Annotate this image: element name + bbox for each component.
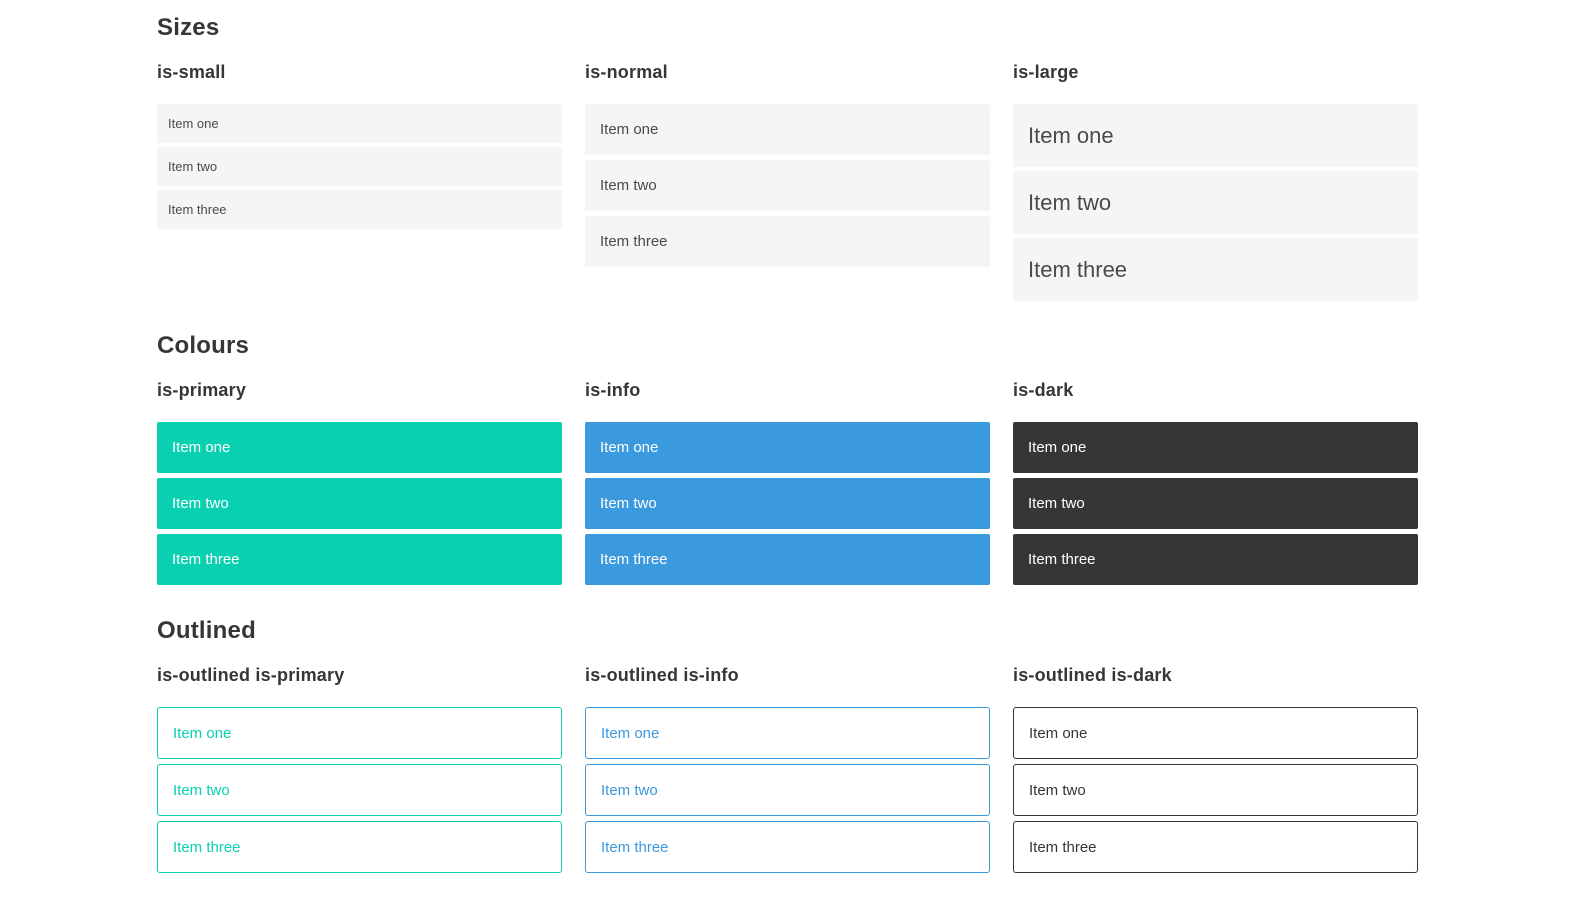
- list-item[interactable]: Item three: [585, 534, 990, 585]
- list-item[interactable]: Item three: [1013, 238, 1418, 301]
- list-item[interactable]: Item one: [585, 422, 990, 473]
- list-outlined-primary: Item one Item two Item three: [157, 707, 562, 873]
- list-item[interactable]: Item one: [585, 707, 990, 759]
- section-sizes: Sizes is-small Item one Item two Item th…: [157, 13, 1595, 305]
- variant-outlined-dark: is-outlined is-dark Item one Item two It…: [1013, 665, 1418, 878]
- variant-outlined-primary: is-outlined is-primary Item one Item two…: [157, 665, 562, 878]
- list-is-normal: Item one Item two Item three: [585, 104, 990, 267]
- variant-title-outlined-info: is-outlined is-info: [585, 665, 739, 685]
- list-outlined-dark: Item one Item two Item three: [1013, 707, 1418, 873]
- section-title-colours: Colours: [157, 332, 250, 359]
- list-item[interactable]: Item one: [1013, 422, 1418, 473]
- variant-outlined-info: is-outlined is-info Item one Item two It…: [585, 665, 990, 878]
- list-item[interactable]: Item one: [157, 422, 562, 473]
- list-is-info: Item one Item two Item three: [585, 422, 990, 585]
- variant-title-is-dark: is-dark: [1013, 380, 1074, 400]
- list-outlined-info: Item one Item two Item three: [585, 707, 990, 873]
- list-is-dark: Item one Item two Item three: [1013, 422, 1418, 585]
- section-outlined: Outlined is-outlined is-primary Item one…: [157, 616, 1595, 878]
- list-is-large: Item one Item two Item three: [1013, 104, 1418, 301]
- list-item[interactable]: Item two: [157, 147, 562, 186]
- section-title-outlined: Outlined: [157, 617, 256, 644]
- list-is-small: Item one Item two Item three: [157, 104, 562, 229]
- variant-title-is-small: is-small: [157, 62, 226, 82]
- variant-title-outlined-primary: is-outlined is-primary: [157, 665, 345, 685]
- list-item[interactable]: Item two: [585, 764, 990, 816]
- list-item[interactable]: Item two: [1013, 171, 1418, 234]
- list-item[interactable]: Item one: [157, 104, 562, 143]
- section-colours: Colours is-primary Item one Item two Ite…: [157, 331, 1595, 590]
- outlined-grid: is-outlined is-primary Item one Item two…: [157, 665, 1595, 878]
- list-item[interactable]: Item three: [585, 821, 990, 873]
- list-item[interactable]: Item three: [1013, 534, 1418, 585]
- list-item[interactable]: Item one: [585, 104, 990, 155]
- list-item[interactable]: Item two: [157, 764, 562, 816]
- section-title-sizes: Sizes: [157, 14, 220, 41]
- list-item[interactable]: Item two: [157, 478, 562, 529]
- colours-grid: is-primary Item one Item two Item three …: [157, 380, 1595, 590]
- list-item[interactable]: Item two: [585, 478, 990, 529]
- variant-is-primary: is-primary Item one Item two Item three: [157, 380, 562, 590]
- list-item[interactable]: Item one: [1013, 707, 1418, 759]
- list-item[interactable]: Item three: [157, 190, 562, 229]
- variant-title-is-large: is-large: [1013, 62, 1079, 82]
- variant-title-is-info: is-info: [585, 380, 641, 400]
- list-item[interactable]: Item three: [157, 534, 562, 585]
- list-item[interactable]: Item two: [1013, 478, 1418, 529]
- list-item[interactable]: Item two: [585, 160, 990, 211]
- sizes-grid: is-small Item one Item two Item three is…: [157, 62, 1595, 305]
- list-item[interactable]: Item three: [157, 821, 562, 873]
- variant-title-outlined-dark: is-outlined is-dark: [1013, 665, 1172, 685]
- list-is-primary: Item one Item two Item three: [157, 422, 562, 585]
- variant-title-is-primary: is-primary: [157, 380, 247, 400]
- variant-is-info: is-info Item one Item two Item three: [585, 380, 990, 590]
- variant-is-normal: is-normal Item one Item two Item three: [585, 62, 990, 272]
- variant-title-is-normal: is-normal: [585, 62, 668, 82]
- variant-is-small: is-small Item one Item two Item three: [157, 62, 562, 233]
- variant-is-large: is-large Item one Item two Item three: [1013, 62, 1418, 305]
- list-item[interactable]: Item one: [157, 707, 562, 759]
- list-item[interactable]: Item one: [1013, 104, 1418, 167]
- list-item[interactable]: Item three: [585, 216, 990, 267]
- list-item[interactable]: Item three: [1013, 821, 1418, 873]
- list-item[interactable]: Item two: [1013, 764, 1418, 816]
- variant-is-dark: is-dark Item one Item two Item three: [1013, 380, 1418, 590]
